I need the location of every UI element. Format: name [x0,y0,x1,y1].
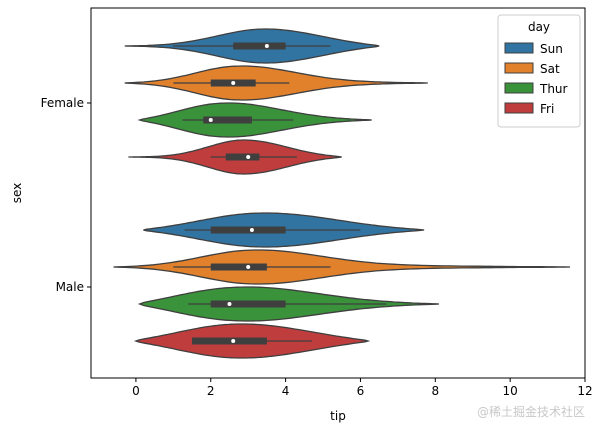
legend: day Sun Sat Thur Fri [497,14,581,128]
median-point-thur-male [227,302,232,306]
iqr-box-sun-male [210,226,286,234]
legend-label-sat: Sat [540,62,560,76]
legend-label-fri: Fri [540,102,554,116]
iqr-box-sat-male [210,263,267,271]
legend-label-thur: Thur [539,82,568,96]
x-tick-label: 6 [357,384,365,398]
median-point-sat-male [246,265,251,269]
iqr-box-thur-male [210,300,286,308]
legend-swatch-thur [504,82,534,94]
median-point-fri-female [246,155,251,159]
watermark: @稀土掘金技术社区 [476,405,585,419]
box-layer [173,42,387,345]
plot-frame [90,7,586,379]
median-point-fri-male [231,339,236,343]
iqr-box-fri-male [192,337,267,345]
y-axis: Female Male [41,96,91,294]
median-point-sat-female [231,81,236,85]
iqr-box-fri-female [225,153,260,161]
x-tick-label: 10 [503,384,518,398]
x-axis: 0 2 4 6 8 10 12 [132,378,593,398]
iqr-box-thur-female [203,116,252,124]
x-tick-label: 4 [282,384,290,398]
median-point-thur-female [208,118,213,122]
violin-sat-male [113,249,571,285]
median-point-sun-female [264,44,269,48]
legend-label-sun: Sun [540,42,563,56]
x-tick-label: 8 [431,384,439,398]
x-axis-label: tip [330,409,346,423]
y-tick-label: Female [41,96,84,110]
y-tick-label: Male [56,280,84,294]
legend-title: day [528,20,550,34]
legend-swatch-sat [504,62,534,74]
y-axis-label: sex [10,183,24,204]
legend-swatch-fri [504,102,534,114]
iqr-box-sun-female [233,42,286,50]
x-tick-label: 2 [207,384,215,398]
legend-swatch-sun [504,42,534,54]
median-point-sun-male [249,228,254,232]
x-tick-label: 12 [577,384,592,398]
x-tick-label: 0 [132,384,140,398]
